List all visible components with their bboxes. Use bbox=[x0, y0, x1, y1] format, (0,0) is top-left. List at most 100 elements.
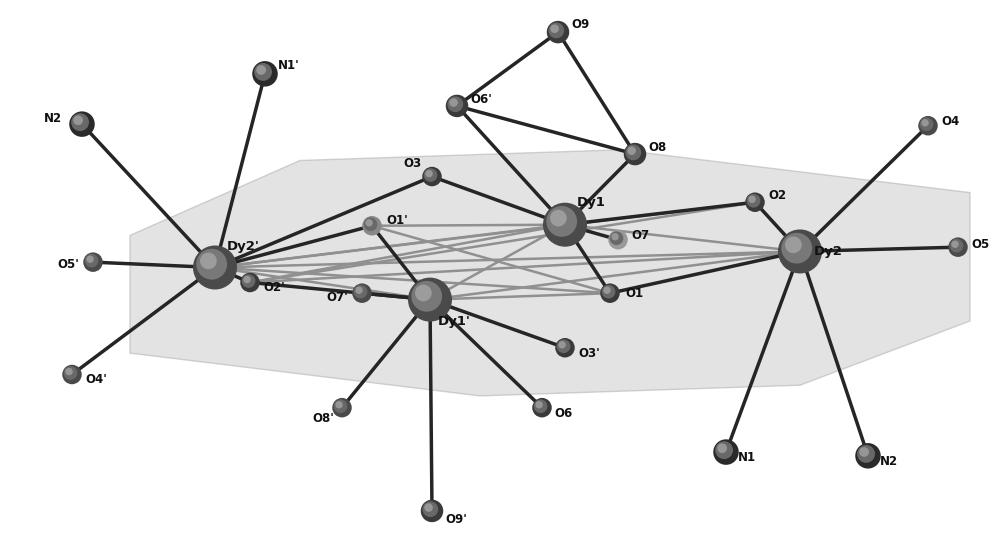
Text: N2: N2 bbox=[880, 455, 898, 468]
Circle shape bbox=[422, 501, 438, 517]
Circle shape bbox=[951, 241, 959, 248]
Circle shape bbox=[449, 98, 458, 107]
Circle shape bbox=[352, 284, 372, 303]
Circle shape bbox=[624, 143, 646, 165]
Circle shape bbox=[335, 401, 343, 408]
Text: O1': O1' bbox=[386, 214, 408, 227]
Circle shape bbox=[86, 256, 94, 263]
Circle shape bbox=[717, 444, 727, 453]
Circle shape bbox=[918, 116, 938, 135]
Text: N2: N2 bbox=[44, 112, 62, 125]
Circle shape bbox=[365, 219, 373, 226]
Circle shape bbox=[71, 113, 89, 131]
Circle shape bbox=[196, 249, 227, 280]
Text: O8: O8 bbox=[648, 141, 666, 154]
Text: O9': O9' bbox=[445, 513, 467, 526]
Circle shape bbox=[557, 340, 570, 353]
Circle shape bbox=[85, 254, 98, 268]
Text: O4': O4' bbox=[85, 373, 107, 386]
Circle shape bbox=[254, 63, 272, 81]
Circle shape bbox=[859, 447, 869, 457]
Circle shape bbox=[611, 233, 619, 240]
Circle shape bbox=[713, 439, 739, 465]
Circle shape bbox=[715, 441, 733, 459]
Text: Dy2: Dy2 bbox=[814, 245, 843, 258]
Circle shape bbox=[950, 239, 963, 253]
Text: O6': O6' bbox=[470, 93, 492, 106]
Circle shape bbox=[421, 500, 443, 522]
Text: Dy1': Dy1' bbox=[438, 315, 471, 327]
Text: O7': O7' bbox=[326, 291, 348, 304]
Circle shape bbox=[785, 236, 802, 253]
Circle shape bbox=[422, 167, 442, 186]
Circle shape bbox=[64, 366, 77, 380]
Circle shape bbox=[855, 443, 881, 469]
Circle shape bbox=[532, 398, 552, 417]
Circle shape bbox=[603, 287, 611, 294]
Text: N1': N1' bbox=[278, 59, 300, 72]
Text: O5: O5 bbox=[971, 238, 989, 251]
Circle shape bbox=[550, 25, 559, 33]
Circle shape bbox=[200, 253, 217, 269]
Circle shape bbox=[600, 284, 620, 303]
Circle shape bbox=[748, 196, 756, 203]
Circle shape bbox=[240, 273, 260, 292]
Circle shape bbox=[362, 216, 382, 235]
Circle shape bbox=[332, 398, 352, 417]
Circle shape bbox=[948, 238, 968, 257]
Circle shape bbox=[921, 119, 929, 126]
Circle shape bbox=[424, 169, 437, 182]
Circle shape bbox=[424, 503, 433, 512]
Text: O3: O3 bbox=[404, 157, 422, 170]
Circle shape bbox=[610, 232, 623, 245]
Circle shape bbox=[548, 22, 564, 39]
Circle shape bbox=[411, 281, 442, 312]
Text: O1: O1 bbox=[625, 287, 643, 300]
Circle shape bbox=[781, 233, 812, 264]
Circle shape bbox=[415, 285, 432, 301]
Text: Dy1: Dy1 bbox=[577, 196, 606, 209]
Circle shape bbox=[408, 278, 452, 322]
Circle shape bbox=[243, 276, 251, 283]
Text: N1: N1 bbox=[738, 451, 756, 464]
Circle shape bbox=[447, 96, 463, 112]
Circle shape bbox=[534, 400, 547, 413]
Circle shape bbox=[252, 61, 278, 87]
Circle shape bbox=[65, 368, 73, 375]
Circle shape bbox=[558, 341, 566, 348]
Circle shape bbox=[73, 116, 83, 125]
Circle shape bbox=[550, 210, 567, 226]
Text: O5': O5' bbox=[57, 258, 79, 271]
Circle shape bbox=[334, 400, 347, 413]
Circle shape bbox=[857, 445, 875, 463]
Circle shape bbox=[256, 65, 266, 75]
Circle shape bbox=[625, 144, 641, 160]
Text: O8': O8' bbox=[312, 412, 334, 425]
Text: O2: O2 bbox=[768, 189, 786, 202]
Circle shape bbox=[69, 111, 95, 137]
Circle shape bbox=[547, 21, 569, 43]
Circle shape bbox=[354, 285, 367, 299]
Text: O7: O7 bbox=[631, 229, 649, 242]
Circle shape bbox=[602, 285, 615, 299]
Text: Dy2': Dy2' bbox=[227, 240, 260, 253]
Circle shape bbox=[535, 401, 543, 408]
Circle shape bbox=[425, 170, 433, 177]
Circle shape bbox=[608, 230, 628, 249]
Circle shape bbox=[242, 274, 255, 288]
Text: O2': O2' bbox=[263, 281, 285, 294]
Circle shape bbox=[355, 287, 363, 294]
Text: O9: O9 bbox=[571, 18, 589, 31]
Circle shape bbox=[627, 147, 636, 155]
Circle shape bbox=[747, 194, 760, 208]
Polygon shape bbox=[130, 150, 970, 396]
Circle shape bbox=[364, 218, 377, 231]
Circle shape bbox=[83, 253, 103, 272]
Circle shape bbox=[920, 118, 933, 131]
Circle shape bbox=[555, 338, 575, 357]
Circle shape bbox=[543, 203, 587, 247]
Circle shape bbox=[62, 365, 82, 384]
Text: O6: O6 bbox=[554, 407, 572, 419]
Circle shape bbox=[778, 230, 822, 273]
Text: O3': O3' bbox=[578, 347, 600, 360]
